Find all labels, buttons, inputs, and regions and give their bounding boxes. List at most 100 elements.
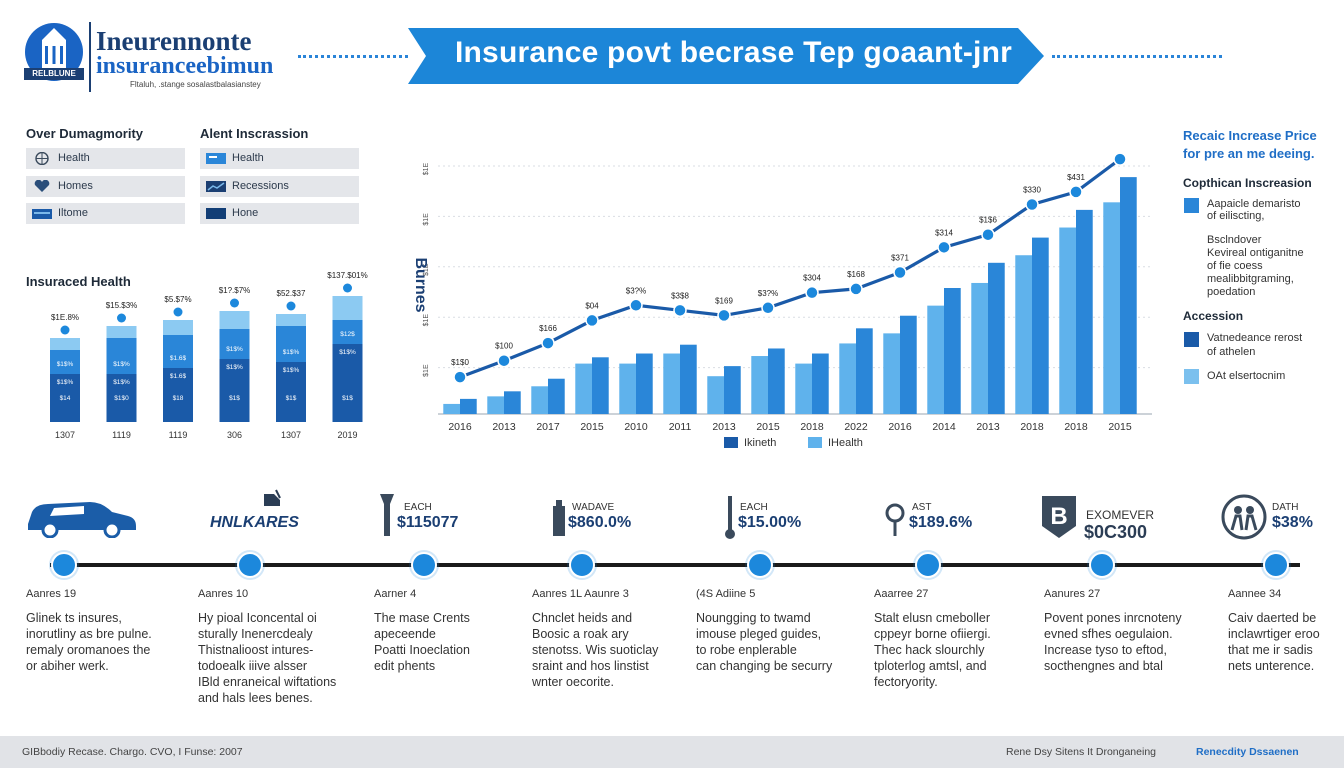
right-item-text: mealibbitgraming,: [1207, 273, 1294, 285]
timeline-description-line: to robe enplerable: [696, 643, 797, 657]
timeline-description-line: Noungging to twamd: [696, 611, 811, 625]
trend-point: [1113, 152, 1127, 166]
timeline-top-label: DATH: [1272, 502, 1299, 513]
right-item-text: of athelen: [1207, 346, 1256, 358]
timeline-price: $38%: [1272, 514, 1313, 531]
bar-mid-label: $1$%: [226, 346, 243, 353]
bar-ikineth: [944, 288, 961, 414]
bar-health: [1059, 227, 1076, 414]
bar-health: [927, 305, 944, 414]
legend-left-label: Homes: [58, 180, 93, 192]
timeline-marker[interactable]: [1263, 552, 1289, 578]
trend-point: [937, 240, 951, 255]
trend-label: $330: [1023, 185, 1041, 194]
bar-ikineth: [504, 391, 521, 414]
timeline-description: Noungging to twamd imouse pleged guides, t…: [696, 610, 856, 674]
bar-health: [443, 403, 460, 414]
y-axis-label: Burnes: [412, 257, 429, 312]
trend-label: $3?%: [626, 286, 646, 295]
left-bar-chart: $1E.8% $1$% $1$% $14 1307 $15.$3% $1$% $1$% $1$0…: [50, 271, 368, 440]
bar-segment: [163, 320, 193, 335]
timeline-marker[interactable]: [51, 552, 77, 578]
logo-badge: RELBLUNE: [32, 69, 76, 78]
x-tick-label: 2014: [932, 421, 956, 433]
trend-point: [497, 353, 511, 368]
x-tick-label: 2022: [844, 421, 868, 433]
timeline-date: Aanres 19: [26, 588, 77, 600]
timeline-description-line: inorutliny as bre pulne.: [26, 627, 152, 641]
bar-ikineth: [1120, 177, 1137, 414]
svg-text:B: B: [1050, 503, 1067, 530]
timeline-top-label: EXOMEVER: [1086, 508, 1155, 522]
legend-swatch: [1184, 369, 1199, 384]
legend-swatch: [808, 437, 822, 448]
timeline-marker[interactable]: [569, 552, 595, 578]
bar-mid-label: $1.6$: [170, 355, 187, 362]
bar-ikineth: [724, 366, 741, 414]
bar-low-label: $1.6$: [170, 373, 187, 380]
timeline-description-line: sturally Inenercdealy: [198, 627, 313, 641]
bar-marker: [60, 325, 70, 335]
bar-health: [531, 386, 548, 414]
timeline-top-label: EACH: [404, 502, 432, 513]
timeline-description-line: todoealk iiive alsser: [198, 659, 308, 673]
bar-top-label: $15.$3%: [106, 301, 138, 310]
bar-segment: [50, 374, 80, 422]
bar-inner-label: $1$0: [114, 395, 129, 402]
timeline-marker[interactable]: [237, 552, 263, 578]
bar-segment: [219, 359, 250, 422]
right-item-text: of fie coess: [1207, 260, 1263, 272]
bar-marker: [173, 307, 183, 317]
x-tick-label: 2013: [976, 421, 1000, 433]
bar-segment: [106, 326, 137, 338]
bar-inner-label: $14: [60, 395, 71, 402]
bar-top-label: $5.$7%: [164, 295, 191, 304]
globe-icon: [35, 152, 49, 165]
x-tick-label: 1307: [55, 430, 75, 440]
x-tick-label: 1307: [281, 430, 301, 440]
x-tick-label: 2015: [756, 421, 780, 433]
timeline-description-line: inclawrtiger eroo: [1228, 627, 1320, 641]
bar-segment: [50, 350, 80, 374]
legend-swatch: [1184, 332, 1199, 347]
right-item-text: of eiliscting,: [1207, 210, 1265, 222]
y-tick-label: $1E: [423, 314, 430, 327]
dotted-line-right: [1052, 55, 1222, 58]
legend-label: IHealth: [828, 437, 863, 449]
timeline-description-line: edit phents: [374, 659, 436, 673]
trend-point: [629, 298, 643, 313]
bar-segment: [332, 296, 363, 320]
bar-mid-label: $1$%: [283, 349, 300, 356]
timeline-marker[interactable]: [411, 552, 437, 578]
legend-left-heading: Over Dumagmority: [26, 126, 144, 141]
x-tick-label: 2010: [624, 421, 648, 433]
bar-health: [751, 356, 768, 414]
right-section-heading: Accession: [1183, 309, 1244, 323]
trend-point: [717, 308, 731, 323]
bar-ikineth: [1076, 209, 1093, 414]
bar-mid-label: $12$: [340, 331, 355, 338]
bar-ikineth: [856, 328, 873, 414]
bar-ikineth: [548, 378, 565, 414]
timeline-description-line: stenotss. Wis suoticlay: [532, 643, 659, 657]
trend-label: $1$0: [451, 358, 469, 367]
bar-mid-label: $1$%: [57, 361, 74, 368]
bar-segment: [163, 335, 193, 368]
timeline-price: $15.00%: [738, 514, 802, 531]
legend-middle-label: Health: [232, 152, 264, 164]
timeline-price: $860.0%: [568, 514, 632, 531]
timeline-description-line: Thistnalioost intures-: [198, 643, 314, 657]
bar-segment: [163, 368, 193, 422]
trend-label: $168: [847, 270, 865, 279]
legend-left-item: Health: [26, 148, 185, 169]
x-tick-label: 2017: [536, 421, 560, 433]
timeline-marker[interactable]: [1089, 552, 1115, 578]
timeline-marker[interactable]: [747, 552, 773, 578]
timeline-top-label: EACH: [740, 502, 768, 513]
timeline-marker[interactable]: [915, 552, 941, 578]
swatch-icon: [206, 208, 226, 219]
legend-middle-item: Hone: [200, 203, 359, 224]
trend-point: [849, 282, 863, 296]
logo-emblem: [24, 23, 84, 81]
